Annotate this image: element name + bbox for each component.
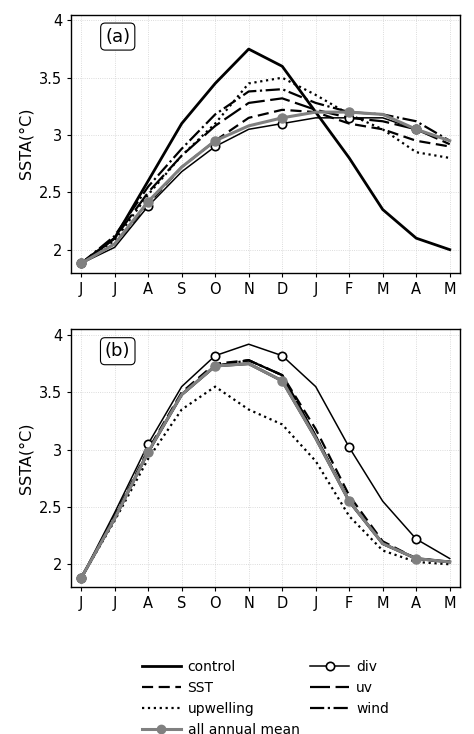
Y-axis label: SSTA(°C): SSTA(°C)	[18, 108, 33, 179]
Text: (b): (b)	[105, 342, 130, 360]
Legend: control, SST, upwelling, all annual mean, div, uv, wind: control, SST, upwelling, all annual mean…	[136, 654, 395, 734]
Text: (a): (a)	[105, 28, 130, 46]
Y-axis label: SSTA(°C): SSTA(°C)	[18, 423, 33, 494]
